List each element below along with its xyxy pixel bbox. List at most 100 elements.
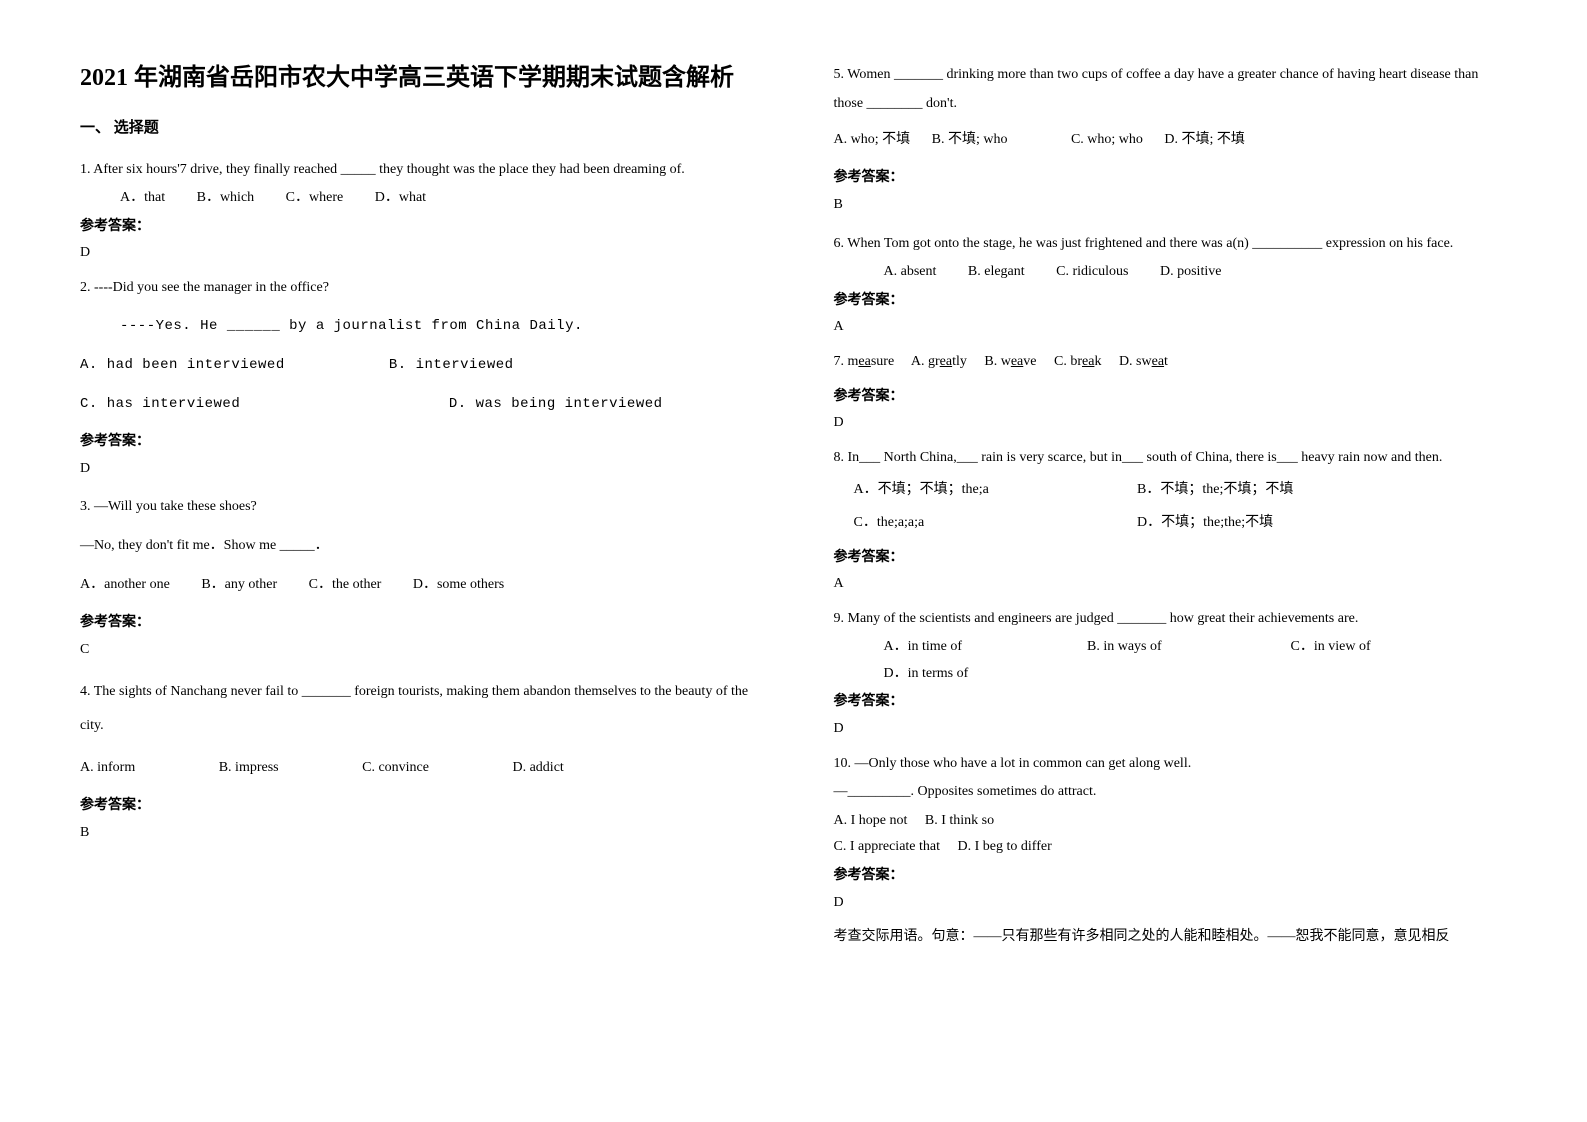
question-1: 1. After six hours'7 drive, they finally… bbox=[80, 157, 754, 267]
question-6: 6. When Tom got onto the stage, he was j… bbox=[834, 231, 1508, 341]
option-c: C. has interviewed bbox=[80, 391, 440, 418]
option-b: B．any other bbox=[201, 572, 277, 599]
stem-u: ea bbox=[858, 354, 870, 369]
option-a: A．in time of bbox=[884, 634, 1084, 661]
question-line2: —No, they don't fit me．Show me _____． bbox=[80, 533, 754, 560]
question-line2: —_________. Opposites sometimes do attra… bbox=[834, 779, 1508, 806]
left-column: 2021 年湖南省岳阳市农大中学高三英语下学期期末试题含解析 一、 选择题 1.… bbox=[50, 60, 794, 1092]
option-d: D. was being interviewed bbox=[449, 396, 663, 412]
opt-d-post: t bbox=[1164, 354, 1168, 369]
answer-label: 参考答案： bbox=[80, 214, 754, 241]
option-a: A．不填；不填；the;a bbox=[854, 477, 1134, 504]
answer-value: A bbox=[834, 571, 1508, 598]
question-stem: 8. In___ North China,___ rain is very sc… bbox=[834, 445, 1508, 472]
answer-value: D bbox=[80, 456, 754, 483]
option-b: B．不填；the;不填；不填 bbox=[1137, 482, 1293, 497]
exam-title: 2021 年湖南省岳阳市农大中学高三英语下学期期末试题含解析 bbox=[80, 60, 754, 96]
option-a: A. inform bbox=[80, 755, 135, 782]
question-2: 2. ----Did you see the manager in the of… bbox=[80, 275, 754, 483]
question-3: 3. —Will you take these shoes? —No, they… bbox=[80, 494, 754, 663]
question-10: 10. —Only those who have a lot in common… bbox=[834, 751, 1508, 951]
question-stem: 10. —Only those who have a lot in common… bbox=[834, 751, 1508, 778]
question-options-row2: C. I appreciate that D. I beg to differ bbox=[834, 834, 1508, 861]
option-d: D. 不填; 不填 bbox=[1164, 127, 1245, 154]
answer-label: 参考答案： bbox=[834, 165, 1508, 192]
question-stem: 4. The sights of Nanchang never fail to … bbox=[80, 675, 754, 742]
question-stem: 3. —Will you take these shoes? bbox=[80, 494, 754, 521]
question-options: A. absent B. elegant C. ridiculous D. po… bbox=[834, 259, 1508, 286]
answer-value: D bbox=[834, 890, 1508, 917]
option-a: A. absent bbox=[884, 259, 937, 286]
question-7: 7. measure A. greatly B. weave C. break … bbox=[834, 349, 1508, 437]
question-8: 8. In___ North China,___ rain is very sc… bbox=[834, 445, 1508, 598]
answer-label: 参考答案： bbox=[80, 610, 754, 637]
explanation: 考查交际用语。句意：——只有那些有许多相同之处的人能和睦相处。——恕我不能同意，… bbox=[834, 924, 1508, 951]
question-options-row1: A．in time of B. in ways of C．in view of bbox=[834, 634, 1508, 661]
question-stem: 1. After six hours'7 drive, they finally… bbox=[80, 157, 754, 184]
section-heading: 一、 选择题 bbox=[80, 114, 754, 143]
answer-label: 参考答案： bbox=[80, 793, 754, 820]
answer-value: C bbox=[80, 637, 754, 664]
option-d: D．不填；the;the;不填 bbox=[1137, 515, 1273, 530]
option-c: C. who; who bbox=[1071, 127, 1143, 154]
option-c: C. ridiculous bbox=[1056, 259, 1128, 286]
question-options: A. who; 不填 B. 不填; who C. who; who D. 不填;… bbox=[834, 127, 1508, 154]
option-d: D．what bbox=[375, 185, 426, 212]
option-b: B．which bbox=[197, 185, 255, 212]
answer-value: B bbox=[834, 192, 1508, 219]
option-a: A．that bbox=[120, 185, 165, 212]
option-a: A．another one bbox=[80, 572, 170, 599]
question-stem: 9. Many of the scientists and engineers … bbox=[834, 606, 1508, 633]
opt-a-u: ea bbox=[940, 354, 952, 369]
question-4: 4. The sights of Nanchang never fail to … bbox=[80, 675, 754, 846]
answer-label: 参考答案： bbox=[834, 545, 1508, 572]
question-stem-row: 7. measure A. greatly B. weave C. break … bbox=[834, 349, 1508, 376]
option-c: C．where bbox=[286, 185, 344, 212]
option-b: B. 不填; who bbox=[932, 127, 1008, 154]
option-c: C．the other bbox=[309, 572, 382, 599]
question-options-row2: D．in terms of bbox=[834, 661, 1508, 688]
question-options-row1: A．不填；不填；the;a B．不填；the;不填；不填 bbox=[834, 477, 1508, 504]
page: 2021 年湖南省岳阳市农大中学高三英语下学期期末试题含解析 一、 选择题 1.… bbox=[0, 0, 1587, 1122]
option-c: C. convince bbox=[362, 755, 429, 782]
option-b: B. I think so bbox=[925, 813, 994, 828]
opt-c-post: k bbox=[1094, 354, 1101, 369]
opt-d-u: ea bbox=[1152, 354, 1164, 369]
answer-label: 参考答案： bbox=[834, 288, 1508, 315]
question-options-row1: A. I hope not B. I think so bbox=[834, 808, 1508, 835]
question-stem: 5. Women _______ drinking more than two … bbox=[834, 60, 1508, 119]
option-d: D. I beg to differ bbox=[958, 839, 1052, 854]
answer-value: D bbox=[834, 410, 1508, 437]
opt-a-pre: A. gr bbox=[911, 354, 940, 369]
option-b: B. in ways of bbox=[1087, 634, 1287, 661]
answer-label: 参考答案： bbox=[834, 863, 1508, 890]
opt-d-pre: D. sw bbox=[1119, 354, 1152, 369]
option-d: D．in terms of bbox=[884, 666, 969, 681]
opt-b-u: ea bbox=[1011, 354, 1023, 369]
stem-pre: 7. m bbox=[834, 354, 859, 369]
option-d: D．some others bbox=[413, 572, 504, 599]
option-b: B. elegant bbox=[968, 259, 1025, 286]
option-c: C. I appreciate that bbox=[834, 834, 941, 861]
option-c: C．in view of bbox=[1291, 639, 1371, 654]
opt-a-post: tly bbox=[952, 354, 967, 369]
question-stem: 6. When Tom got onto the stage, he was j… bbox=[834, 231, 1508, 258]
question-9: 9. Many of the scientists and engineers … bbox=[834, 606, 1508, 743]
question-stem: 2. ----Did you see the manager in the of… bbox=[80, 275, 754, 302]
question-5: 5. Women _______ drinking more than two … bbox=[834, 60, 1508, 219]
answer-value: B bbox=[80, 820, 754, 847]
option-b: B. interviewed bbox=[389, 357, 514, 373]
option-d: D. positive bbox=[1160, 259, 1221, 286]
stem-post: sure bbox=[871, 354, 894, 369]
answer-label: 参考答案： bbox=[834, 384, 1508, 411]
question-options: A. inform B. impress C. convince D. addi… bbox=[80, 755, 754, 782]
question-options-row2: C. has interviewed D. was being intervie… bbox=[80, 391, 754, 418]
question-options: A．that B．which C．where D．what bbox=[80, 185, 754, 212]
answer-value: D bbox=[834, 716, 1508, 743]
option-a: A. I hope not bbox=[834, 808, 908, 835]
opt-c-u: ea bbox=[1082, 354, 1094, 369]
option-d: D. addict bbox=[512, 755, 563, 782]
option-a: A. who; 不填 bbox=[834, 127, 911, 154]
question-options-row2: C．the;a;a;a D．不填；the;the;不填 bbox=[834, 510, 1508, 537]
opt-b-post: ve bbox=[1023, 354, 1036, 369]
